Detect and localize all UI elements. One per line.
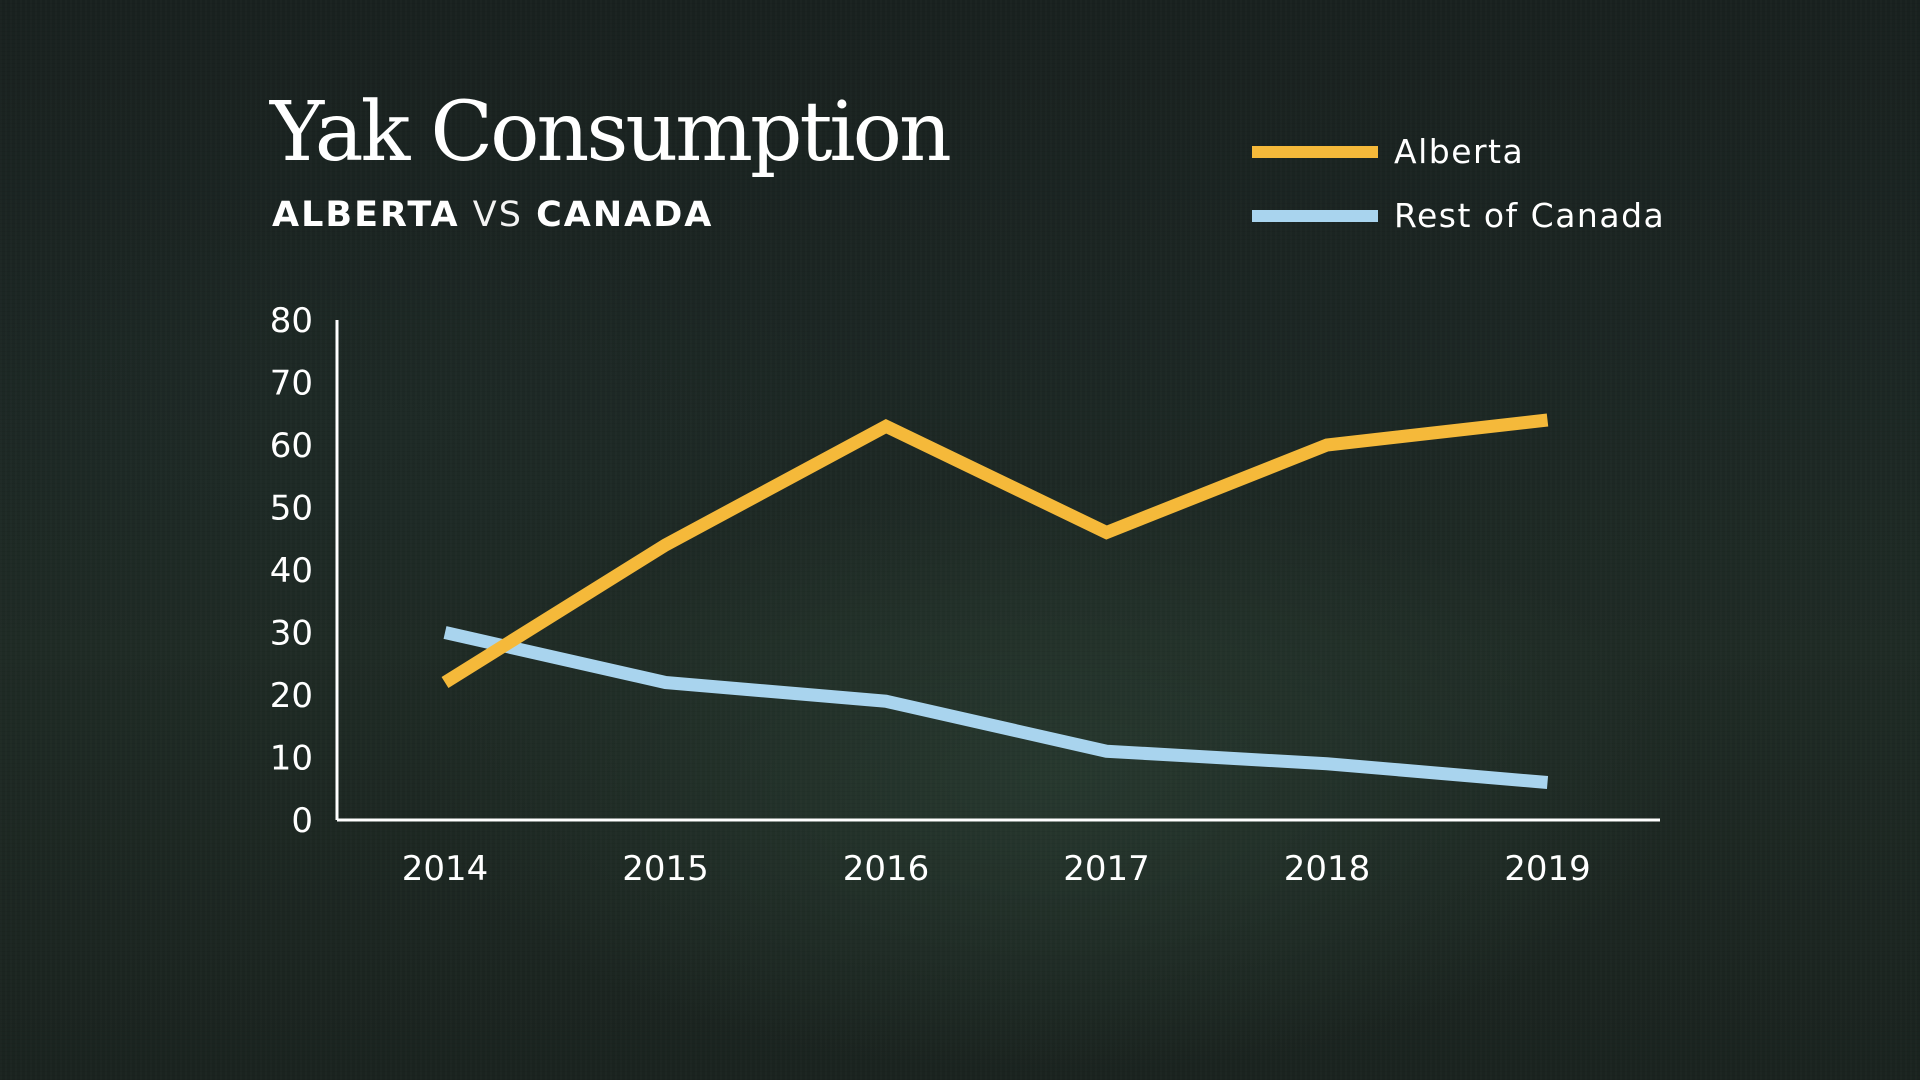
x-tick-label: 2016: [843, 849, 930, 889]
y-tick-label: 70: [270, 364, 313, 404]
legend-label-alberta: Alberta: [1394, 132, 1525, 171]
chart-subtitle: ALBERTA VS CANADA: [272, 198, 713, 233]
y-tick-label: 60: [270, 426, 313, 466]
y-tick-label: 10: [270, 739, 313, 779]
y-tick-label: 40: [270, 551, 313, 591]
x-tick-label: 2017: [1063, 849, 1150, 889]
y-tick-label: 50: [270, 489, 313, 529]
x-tick-label: 2015: [622, 849, 709, 889]
y-tick-label: 20: [270, 676, 313, 716]
y-tick-label: 30: [270, 614, 313, 654]
subtitle-canada: CANADA: [536, 195, 714, 235]
y-tick-label: 0: [291, 801, 313, 841]
legend-swatch-alberta: [1252, 145, 1378, 158]
x-tick-label: 2019: [1504, 849, 1591, 889]
legend-item-rest-of-canada: Rest of Canada: [1252, 196, 1665, 235]
y-tick-label: 80: [270, 301, 313, 341]
legend-swatch-rest-of-canada: [1252, 209, 1378, 222]
chart-title: Yak Consumption: [270, 85, 952, 180]
legend-label-rest-of-canada: Rest of Canada: [1394, 196, 1666, 235]
x-tick-label: 2018: [1284, 849, 1371, 889]
subtitle-alberta: ALBERTA: [272, 195, 460, 235]
x-tick-label: 2014: [402, 849, 489, 889]
series-line-rest-of-canada: [443, 626, 1549, 789]
series-line-alberta: [441, 413, 1549, 689]
subtitle-vs: VS: [472, 195, 523, 235]
legend-item-alberta: Alberta: [1252, 132, 1524, 171]
